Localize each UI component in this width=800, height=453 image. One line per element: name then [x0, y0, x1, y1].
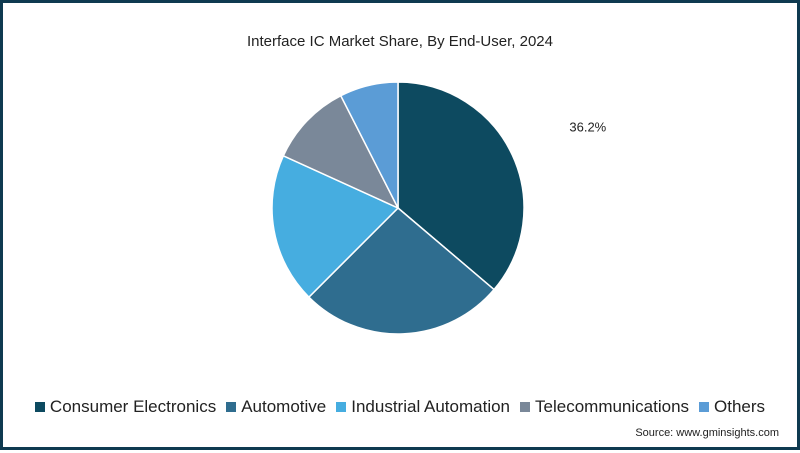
pie-chart: 36.2% [271, 81, 607, 335]
legend-label: Industrial Automation [351, 397, 511, 416]
legend-label: Others [714, 397, 766, 416]
legend-item: Telecommunications [520, 397, 689, 417]
pie-slice-others [339, 81, 399, 209]
pie-slice-industrial-automation [271, 154, 400, 299]
legend-item: Automotive [226, 397, 326, 417]
legend-label: Consumer Electronics [49, 397, 217, 416]
legend-swatch [520, 402, 531, 412]
chart-title: Interface IC Market Share, By End-User, … [247, 33, 553, 50]
legend-item: Others [699, 397, 765, 417]
pie-slice-telecommunications [282, 94, 400, 210]
legend-label: Telecommunications [535, 397, 690, 416]
legend: Consumer Electronics Automotive Industrial… [3, 397, 797, 417]
pie-slice-consumer-electronics [397, 81, 525, 291]
legend-item: Consumer Electronics [34, 397, 217, 417]
legend-label: Automotive [241, 397, 327, 416]
pie-slice-automotive [307, 206, 496, 335]
legend-swatch [34, 402, 45, 412]
legend-swatch [226, 402, 237, 412]
legend-swatch [699, 402, 710, 412]
legend-swatch [336, 402, 347, 412]
data-label: 36.2% [569, 120, 606, 135]
legend-item: Industrial Automation [336, 397, 510, 417]
source-note: Source: www.gminsights.com [635, 427, 779, 439]
